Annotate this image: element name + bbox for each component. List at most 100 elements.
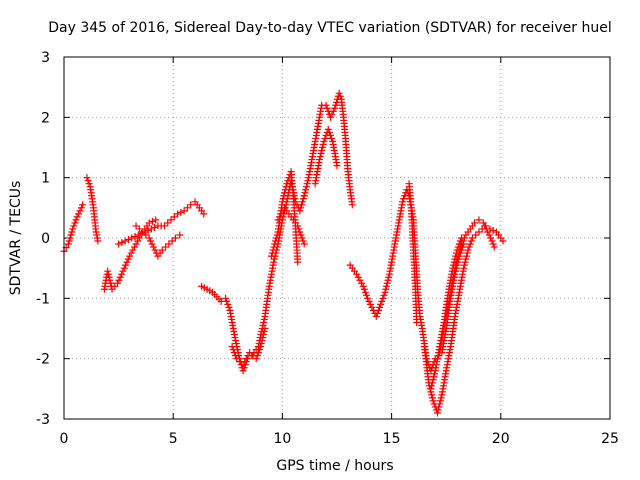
data-point [135, 225, 143, 233]
data-point [118, 270, 126, 278]
data-point [434, 406, 442, 414]
data-point [436, 400, 444, 408]
data-point [320, 137, 328, 145]
data-point [318, 144, 326, 151]
data-point [69, 225, 77, 233]
data-point [361, 288, 369, 296]
data-point [131, 232, 139, 240]
data-point [116, 273, 124, 281]
data-point [429, 397, 437, 405]
data-point [482, 225, 490, 233]
y-tick-label: 2 [41, 110, 50, 126]
data-point [132, 240, 140, 248]
data-point [449, 264, 457, 272]
data-point [230, 349, 238, 357]
data-point [454, 243, 462, 251]
series-pass-10 [300, 89, 356, 209]
data-point [148, 217, 156, 225]
data-point [271, 240, 279, 248]
data-point [385, 273, 393, 281]
data-point [384, 276, 392, 284]
data-point [431, 370, 439, 378]
data-point [66, 234, 74, 242]
data-point [278, 198, 286, 206]
data-point [299, 195, 307, 203]
data-point [276, 213, 284, 221]
data-point [372, 312, 380, 320]
data-point [359, 282, 367, 290]
series-pass-11 [311, 125, 341, 188]
data-point [463, 249, 471, 257]
data-point [464, 246, 472, 254]
data-point [64, 240, 72, 248]
data-point [437, 394, 445, 402]
data-point [231, 352, 239, 360]
data-point [174, 210, 182, 218]
data-point [449, 261, 457, 269]
data-point [104, 267, 112, 275]
data-point [130, 243, 138, 251]
data-point [94, 237, 102, 245]
data-point [430, 373, 438, 381]
data-point [134, 237, 142, 245]
data-point [151, 223, 159, 231]
data-point [362, 291, 370, 299]
data-point [400, 195, 408, 203]
data-point [228, 343, 236, 351]
data-point [239, 367, 247, 375]
series-pass-13 [405, 180, 421, 326]
data-point [151, 246, 159, 254]
data-point [323, 104, 331, 112]
data-point [134, 231, 142, 239]
data-point [379, 294, 387, 302]
y-tick-label: -3 [36, 412, 50, 428]
data-point [318, 147, 326, 155]
data-point [301, 189, 309, 197]
data-point [380, 291, 388, 299]
series-pass-7 [228, 325, 269, 369]
data-point [123, 258, 131, 266]
data-point [230, 331, 238, 339]
data-point [270, 243, 278, 251]
data-point [335, 89, 343, 97]
data-point [180, 207, 188, 215]
plot-frame [63, 56, 611, 420]
data-point [257, 340, 265, 348]
data-point [270, 258, 278, 266]
data-point [303, 180, 311, 188]
data-point [279, 195, 287, 203]
data-point [472, 231, 480, 239]
data-point [254, 349, 262, 357]
series-pass-5 [132, 222, 184, 260]
data-point [356, 276, 364, 284]
data-point [142, 231, 150, 239]
x-tick-label: 20 [492, 431, 510, 447]
data-point [272, 237, 280, 245]
data-point [381, 288, 389, 296]
data-point [382, 285, 390, 293]
data-point [124, 236, 132, 244]
data-point [475, 228, 483, 236]
data-point [83, 174, 91, 182]
data-point [273, 231, 281, 239]
data-point [460, 264, 468, 272]
data-point [302, 183, 310, 191]
data-point [224, 300, 232, 308]
data-point [466, 240, 474, 248]
data-point [124, 255, 132, 263]
data-point [300, 240, 308, 248]
data-point [84, 177, 92, 185]
data-point [70, 222, 78, 230]
x-tick-labels: 0 5 10 15 20 25 [60, 431, 619, 447]
data-point [489, 240, 497, 248]
series-pass-2 [83, 174, 102, 245]
series-pass-9 [274, 204, 308, 248]
chart-title: Day 345 of 2016, Sidereal Day-to-day VTE… [48, 20, 611, 36]
y-tick-labels: -3 -2 -1 0 1 2 3 [36, 50, 50, 428]
data-point [452, 252, 460, 260]
data-point [281, 189, 289, 197]
data-point [299, 237, 307, 245]
data-point [296, 228, 304, 236]
data-point [490, 243, 498, 251]
